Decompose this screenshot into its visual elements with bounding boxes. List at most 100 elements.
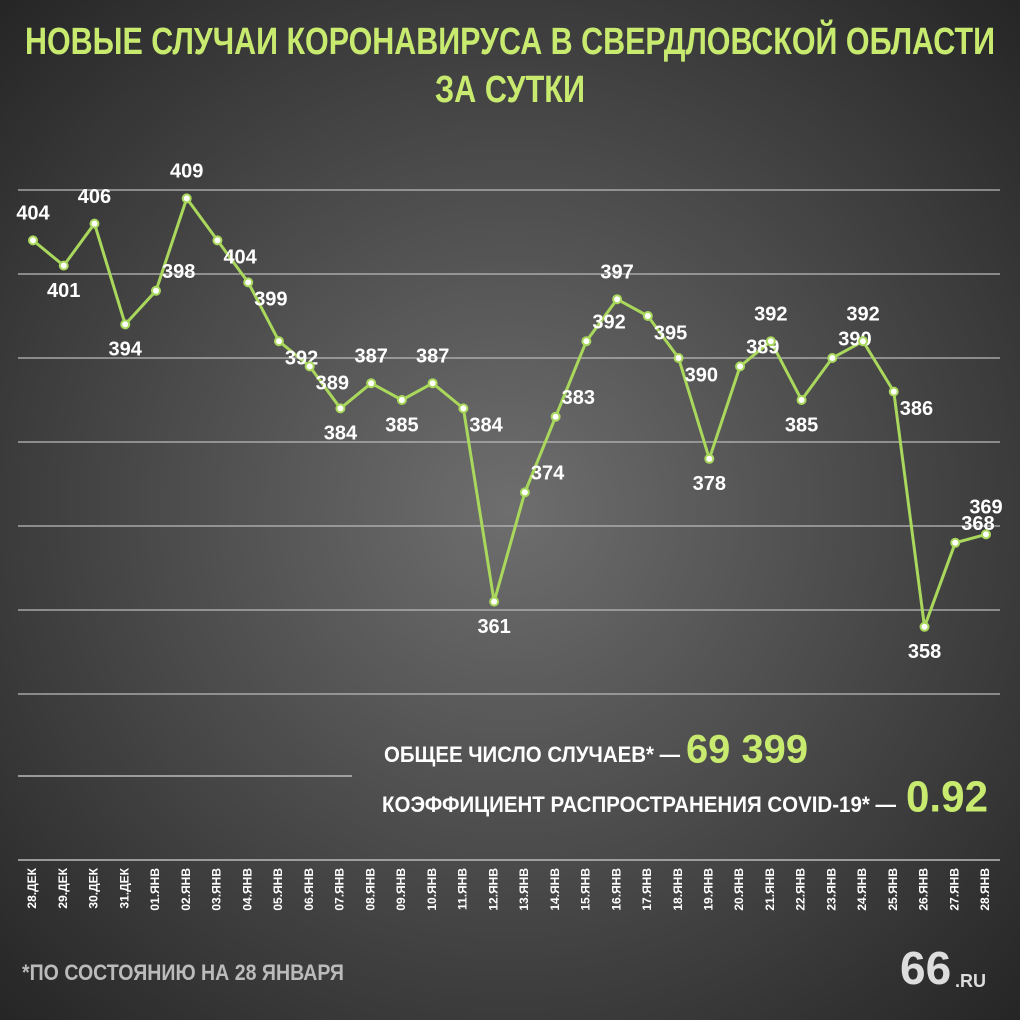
x-tick-label: 12.ЯНВ: [486, 868, 500, 911]
data-label: 361: [477, 616, 510, 638]
annotation-label: КОЭФФИЦИЕНТ РАСПРОСТРАНЕНИЯ COVID-19* —: [382, 792, 896, 817]
data-label: 392: [592, 311, 625, 333]
data-label: 404: [16, 203, 50, 225]
x-tick-label: 04.ЯНВ: [240, 868, 254, 911]
data-label: 397: [600, 261, 633, 283]
data-label: 386: [900, 398, 933, 420]
x-tick-label: 24.ЯНВ: [855, 868, 869, 911]
data-label: 385: [785, 414, 818, 436]
x-tick-label: 25.ЯНВ: [886, 868, 900, 911]
x-tick-label: 09.ЯНВ: [394, 868, 408, 911]
data-label: 398: [162, 261, 195, 283]
point: [396, 395, 407, 405]
x-tick-label: 22.ЯНВ: [794, 868, 808, 911]
point: [858, 336, 869, 347]
line: [32, 195, 987, 628]
x-tick-label: 20.ЯНВ: [732, 868, 746, 911]
data-label: 358: [908, 641, 941, 663]
x-tick-label: 01.ЯНВ: [148, 868, 162, 911]
data-label: 392: [754, 303, 787, 325]
data-label: 374: [531, 463, 565, 485]
point: [181, 193, 192, 204]
data-label: 399: [254, 289, 287, 311]
x-tick-label: 14.ЯНВ: [548, 868, 562, 911]
point: [335, 403, 346, 414]
data-label: 378: [693, 473, 726, 495]
data-label: 404: [223, 247, 257, 269]
data-label: 387: [416, 345, 449, 367]
x-tick-label: 17.ЯНВ: [640, 868, 654, 911]
data-label: 384: [324, 423, 358, 445]
x-tick-label: 03.ЯНВ: [210, 868, 224, 911]
point: [273, 336, 284, 347]
x-tick-label: 31.ДЕК: [117, 867, 131, 908]
point: [735, 361, 746, 372]
x-tick-label: 28.ДЕК: [25, 867, 39, 908]
x-tick-label: 30.ДЕК: [87, 867, 101, 908]
point: [304, 361, 315, 372]
point: [212, 235, 223, 246]
x-tick-label: 13.ЯНВ: [517, 868, 531, 911]
point: [243, 277, 254, 288]
x-tick-label: 05.ЯНВ: [271, 868, 285, 911]
x-tick-label: 02.ЯНВ: [179, 868, 193, 911]
x-tick-label: 06.ЯНВ: [302, 868, 316, 911]
annotation-value: 0.92: [906, 773, 988, 822]
point: [950, 537, 961, 548]
data-label: 390: [685, 364, 718, 386]
x-tick-label: 15.ЯНВ: [579, 868, 593, 911]
data-label: 385: [385, 414, 418, 436]
data-label: 384: [469, 415, 503, 437]
footnote: *ПО СОСТОЯНИЮ НА 28 ЯНВАРЯ: [22, 960, 344, 985]
point: [919, 621, 930, 632]
logo: 66: [900, 942, 951, 994]
x-tick-label: 18.ЯНВ: [671, 868, 685, 911]
point: [827, 353, 838, 363]
annotation-label: ОБЩЕЕ ЧИСЛО СЛУЧАЕВ* —: [384, 742, 680, 767]
logo: .RU: [955, 971, 986, 991]
data-label: 395: [654, 322, 687, 344]
point: [888, 386, 899, 397]
x-tick-label: 21.ЯНВ: [763, 868, 777, 911]
x-tick-label: 16.ЯНВ: [609, 868, 623, 911]
x-tick-label: 08.ЯНВ: [363, 868, 377, 911]
x-tick-label: 11.ЯНВ: [456, 868, 470, 910]
point: [704, 453, 715, 464]
point: [458, 403, 469, 414]
data-label: 409: [170, 161, 203, 183]
x-tick-label: 26.ЯНВ: [917, 868, 931, 911]
point: [519, 487, 530, 498]
point: [366, 378, 377, 389]
data-label: 383: [562, 387, 595, 409]
chart-title: ЗА СУТКИ: [435, 69, 585, 111]
x-tick-label: 27.ЯНВ: [947, 868, 961, 911]
data-label: 406: [78, 186, 111, 208]
point: [120, 319, 131, 330]
point: [673, 353, 684, 363]
annotation-value: 69 399: [686, 728, 808, 772]
point: [581, 336, 592, 347]
x-tick-label: 29.ДЕК: [56, 867, 70, 908]
data-label: 401: [47, 280, 80, 302]
point: [489, 596, 500, 607]
point: [427, 378, 438, 389]
point: [28, 235, 38, 246]
data-label: 394: [109, 339, 143, 361]
point: [150, 285, 161, 296]
point: [612, 294, 623, 305]
data-label: 387: [354, 345, 387, 367]
point: [550, 411, 561, 422]
x-tick-label: 07.ЯНВ: [333, 868, 347, 911]
x-tick-label: 19.ЯНВ: [701, 868, 715, 911]
x-tick-label: 10.ЯНВ: [425, 868, 439, 911]
point: [796, 395, 807, 405]
x-tick-label: 28.ЯНВ: [978, 868, 992, 911]
x-tick-label: 23.ЯНВ: [824, 868, 838, 911]
point: [89, 218, 100, 229]
point: [981, 529, 991, 540]
data-label: 392: [846, 303, 879, 325]
data-label: 389: [316, 373, 349, 395]
chart-title: НОВЫЕ СЛУЧАИ КОРОНАВИРУСА В СВЕРДЛОВСКОЙ…: [25, 18, 995, 63]
